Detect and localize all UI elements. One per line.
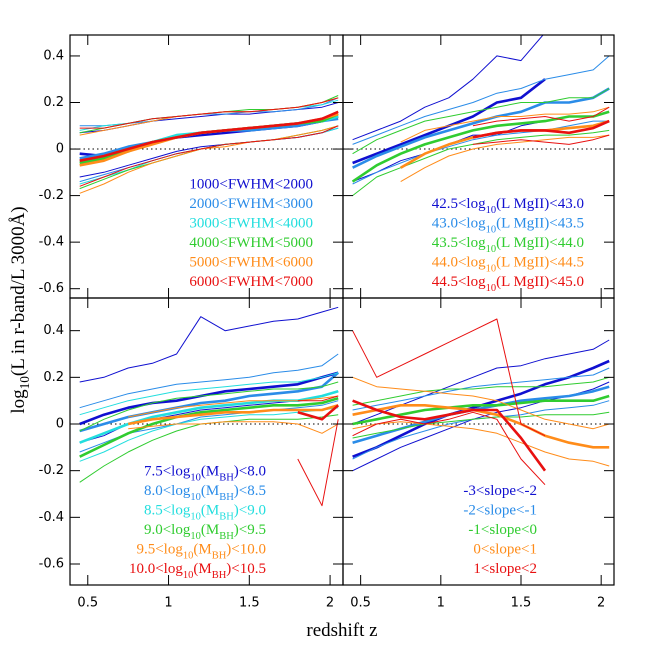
legend-entry: 2000<FWHM<3000 (189, 196, 313, 212)
median-line (79, 371, 340, 433)
quartile-line (352, 411, 610, 439)
quartile-line (352, 35, 544, 141)
quartile-line (400, 134, 610, 183)
quartile-line (79, 381, 339, 432)
x-axis-label: redshift z (306, 620, 377, 641)
y-tick-label: 0 (56, 142, 64, 157)
legend-entry: 0<slope<1 (473, 542, 537, 558)
legend-entry: 10.0<log10(MBH)<10.5 (129, 561, 266, 581)
quartile-line (352, 318, 546, 437)
quartile-line (352, 120, 610, 185)
y-tick-label: 0.2 (43, 95, 64, 110)
x-tick-label: 1 (164, 596, 172, 611)
quartile-line (79, 125, 339, 187)
x-tick-label: 0.5 (350, 596, 371, 611)
y-tick-label: 0 (56, 417, 64, 432)
legend-entry: 43.5<log10(L MgII)<44.0 (432, 235, 584, 255)
y-tick-label: 0.4 (43, 323, 64, 338)
quartile-line (79, 390, 339, 444)
quartile-line (352, 88, 610, 155)
median-line (297, 404, 340, 421)
x-tick-label: 2 (326, 596, 334, 611)
quartile-line (352, 367, 610, 411)
median-line (400, 119, 610, 169)
legend-entry: 3000<FWHM<4000 (189, 216, 313, 232)
x-tick-label: 1 (437, 596, 445, 611)
legend-entry: -3<slope<-2 (463, 483, 537, 499)
quartile-line (79, 97, 339, 127)
median-line (351, 110, 610, 183)
legend-entry: 43.0<log10(L MgII)<43.5 (432, 216, 584, 236)
y-tick-label: -0.2 (39, 463, 64, 478)
x-tick-label: 1.5 (511, 596, 532, 611)
y-tick-label: -0.2 (39, 188, 64, 203)
quartile-line (472, 134, 610, 145)
x-tick-label: 1.5 (239, 596, 260, 611)
median-line (79, 110, 339, 162)
y-tick-label: 0.2 (43, 370, 64, 385)
quartile-line (79, 306, 339, 383)
quartile-line (352, 55, 610, 145)
quartile-line (128, 395, 339, 418)
legend-entry: 9.0<log10(MBH)<9.5 (144, 522, 266, 542)
quartile-line (79, 372, 339, 416)
median-line (79, 390, 339, 444)
y-tick-label: 0.4 (43, 48, 64, 63)
quartile-line (79, 97, 339, 136)
legend-entry: -1<slope<0 (468, 522, 537, 538)
legend-entry: 8.0<log10(MBH)<8.5 (144, 483, 266, 503)
quartile-line (79, 125, 339, 194)
median-line (352, 399, 547, 472)
median-line (352, 404, 610, 449)
median-line (352, 87, 610, 169)
legend-entry: 1<slope<2 (473, 561, 537, 577)
quartile-line (352, 411, 546, 486)
legend-entry: -2<slope<-1 (463, 503, 537, 519)
legend-entry: 9.5<log10(MBH)<10.0 (136, 542, 266, 562)
quartile-line (79, 353, 339, 409)
median-line (79, 397, 339, 458)
legend-entry: 8.5<log10(MBH)<9.0 (144, 503, 266, 523)
y-axis-label: log10(L in r-band/L 3000Å) (8, 206, 32, 413)
quartile-line (352, 376, 610, 430)
y-tick-label: -0.4 (39, 510, 64, 525)
quartile-line (79, 407, 339, 462)
quartile-line (472, 106, 610, 127)
legend-entry: 44.5<log10(L MgII)<45.0 (432, 274, 584, 294)
quartile-line (400, 106, 610, 143)
quartile-line (297, 419, 339, 507)
quartile-line (352, 376, 610, 406)
quartile-line (352, 421, 610, 467)
y-tick-label: -0.4 (39, 235, 64, 250)
median-line (472, 119, 610, 139)
x-tick-label: 2 (597, 596, 605, 611)
quartile-line (128, 421, 339, 434)
quartile-line (352, 129, 610, 196)
y-tick-label: -0.6 (39, 557, 64, 572)
legend-entry: 5000<FWHM<6000 (189, 255, 313, 271)
legend-entry: 42.5<log10(L MgII)<43.0 (432, 196, 584, 216)
legend-entry: 7.5<log10(MBH)<8.0 (144, 464, 266, 484)
y-tick-label: -0.6 (39, 281, 64, 296)
legend-entry: 44.0<log10(L MgII)<44.5 (432, 255, 584, 275)
median-line (352, 78, 546, 165)
x-tick-label: 0.5 (77, 596, 98, 611)
panel-frame (342, 297, 615, 586)
median-line (79, 371, 339, 426)
legend-entry: 1000<FWHM<2000 (189, 177, 313, 193)
quartile-line (79, 97, 339, 129)
quartile-line (297, 395, 339, 402)
median-line (127, 404, 339, 426)
legend-entry: 6000<FWHM<7000 (189, 274, 313, 290)
legend-entry: 4000<FWHM<5000 (189, 235, 313, 251)
